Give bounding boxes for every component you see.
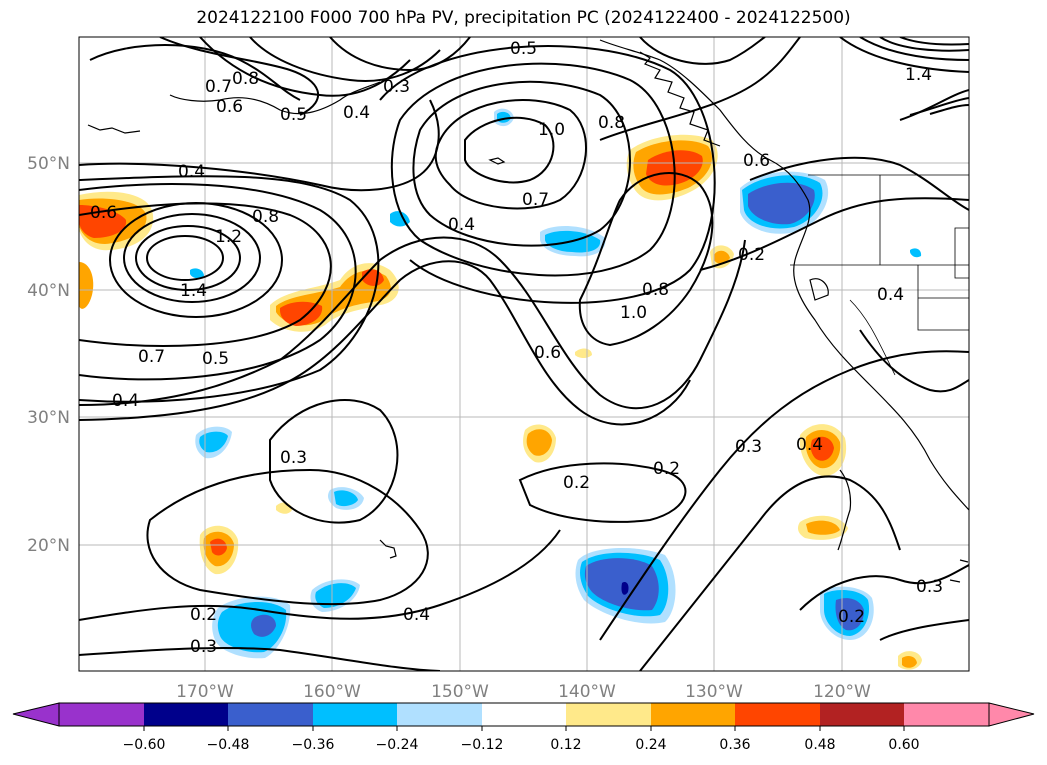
precip-blob-neg (334, 490, 358, 507)
precip-blob-pos (810, 436, 834, 461)
contour-label: 0.6 (216, 97, 243, 117)
precip-blob-pos (79, 262, 94, 309)
contour-labels: 0.8 0.7 0.6 0.5 0.4 0.3 0.5 0.4 1.0 0.8 … (90, 39, 943, 657)
map-frame (78, 36, 970, 672)
longitude-labels: 170°W 160°W 150°W 140°W 130°W 120°W (176, 682, 871, 702)
lat-label: 50°N (27, 154, 70, 174)
pv-contours (79, 37, 969, 671)
contour-label: 0.6 (743, 151, 770, 171)
precip-blob-neg (190, 268, 204, 279)
contour-label: 0.6 (90, 203, 117, 223)
colorbar-tick: −0.24 (376, 737, 419, 753)
contour-label: 0.7 (522, 190, 549, 210)
contour-label: 0.2 (653, 459, 680, 479)
precip-blob-pos (210, 538, 227, 556)
lon-label: 140°W (558, 682, 616, 702)
contour-label: 0.3 (735, 437, 762, 457)
precip-blob-pos (526, 429, 552, 456)
lat-label: 30°N (27, 408, 70, 428)
precip-blob-neg (835, 598, 864, 631)
precip-blob-neg (199, 431, 228, 453)
lon-label: 160°W (303, 682, 361, 702)
colorbar-tick: −0.60 (123, 737, 166, 753)
colorbar-tick: 0.60 (888, 737, 919, 753)
colorbar-tick: −0.12 (461, 737, 504, 753)
colorbar-tick: 0.36 (719, 737, 750, 753)
contour-label: 0.7 (138, 347, 165, 367)
contour-label: 0.4 (343, 103, 370, 123)
contour-label: 0.8 (252, 207, 279, 227)
contour-label: 0.2 (563, 473, 590, 493)
precip-blob-neg (748, 182, 815, 225)
contour-label: 0.4 (178, 162, 205, 182)
precip-blob-pos (280, 301, 323, 326)
lon-label: 150°W (431, 682, 489, 702)
contour-label: 0.5 (280, 105, 307, 125)
colorbar-extend-high (988, 702, 1035, 727)
precip-blob-pos (575, 348, 592, 359)
colorbar-tick: 0.12 (550, 737, 581, 753)
contour-label: 0.6 (534, 343, 561, 363)
precip-blob-neg (621, 582, 629, 595)
precip-blob-neg (251, 614, 276, 637)
precip-blob-neg (315, 583, 356, 608)
graticule (79, 37, 969, 671)
contour-label: 0.4 (112, 391, 139, 411)
lat-label: 20°N (27, 536, 70, 556)
colorbar: −0.60 −0.48 −0.36 −0.24 −0.12 0.12 0.24 … (12, 702, 1035, 753)
contour-label: 0.2 (738, 245, 765, 265)
map-title: 2024122100 F000 700 hPa PV, precipitatio… (196, 8, 851, 28)
lon-label: 120°W (813, 682, 871, 702)
contour-label: 0.4 (877, 285, 904, 305)
contour-label: 0.3 (916, 577, 943, 597)
colorbar-extend-low (12, 702, 60, 727)
contour-label: 0.3 (280, 448, 307, 468)
precip-blob-neg (910, 248, 922, 258)
contour-label: 0.8 (642, 280, 669, 300)
contour-label: 0.3 (190, 637, 217, 657)
contour-label: 0.8 (598, 113, 625, 133)
contour-label: 0.2 (190, 605, 217, 625)
contour-label: 0.2 (838, 607, 865, 627)
contour-label: 0.4 (403, 605, 430, 625)
map-area: 0.8 0.7 0.6 0.5 0.4 0.3 0.5 0.4 1.0 0.8 … (79, 37, 969, 671)
colorbar-tick: −0.36 (292, 737, 335, 753)
contour-label: 1.4 (905, 65, 932, 85)
precip-blob-pos (902, 655, 917, 668)
lon-label: 130°W (685, 682, 743, 702)
precip-blob-pos (806, 520, 840, 535)
contour-label: 1.0 (620, 303, 647, 323)
contour-label: 1.4 (180, 281, 207, 301)
contour-label: 0.3 (383, 77, 410, 97)
precip-blob-pos (714, 250, 730, 264)
colorbar-tick: 0.24 (635, 737, 666, 753)
contour-label: 0.8 (232, 69, 259, 89)
contour-label: 0.7 (205, 77, 232, 97)
colorbar-tick: 0.48 (804, 737, 835, 753)
contour-label: 0.4 (448, 215, 475, 235)
contour-label: 0.4 (796, 435, 823, 455)
latitude-labels: 50°N 40°N 30°N 20°N (27, 154, 70, 556)
colorbar-tick: −0.48 (207, 737, 250, 753)
contour-label: 0.5 (510, 39, 537, 59)
contour-label: 0.5 (202, 349, 229, 369)
lat-label: 40°N (27, 281, 70, 301)
contour-label: 1.0 (538, 120, 565, 140)
contour-label: 1.2 (215, 227, 242, 247)
lon-label: 170°W (176, 682, 234, 702)
borders (790, 174, 969, 376)
